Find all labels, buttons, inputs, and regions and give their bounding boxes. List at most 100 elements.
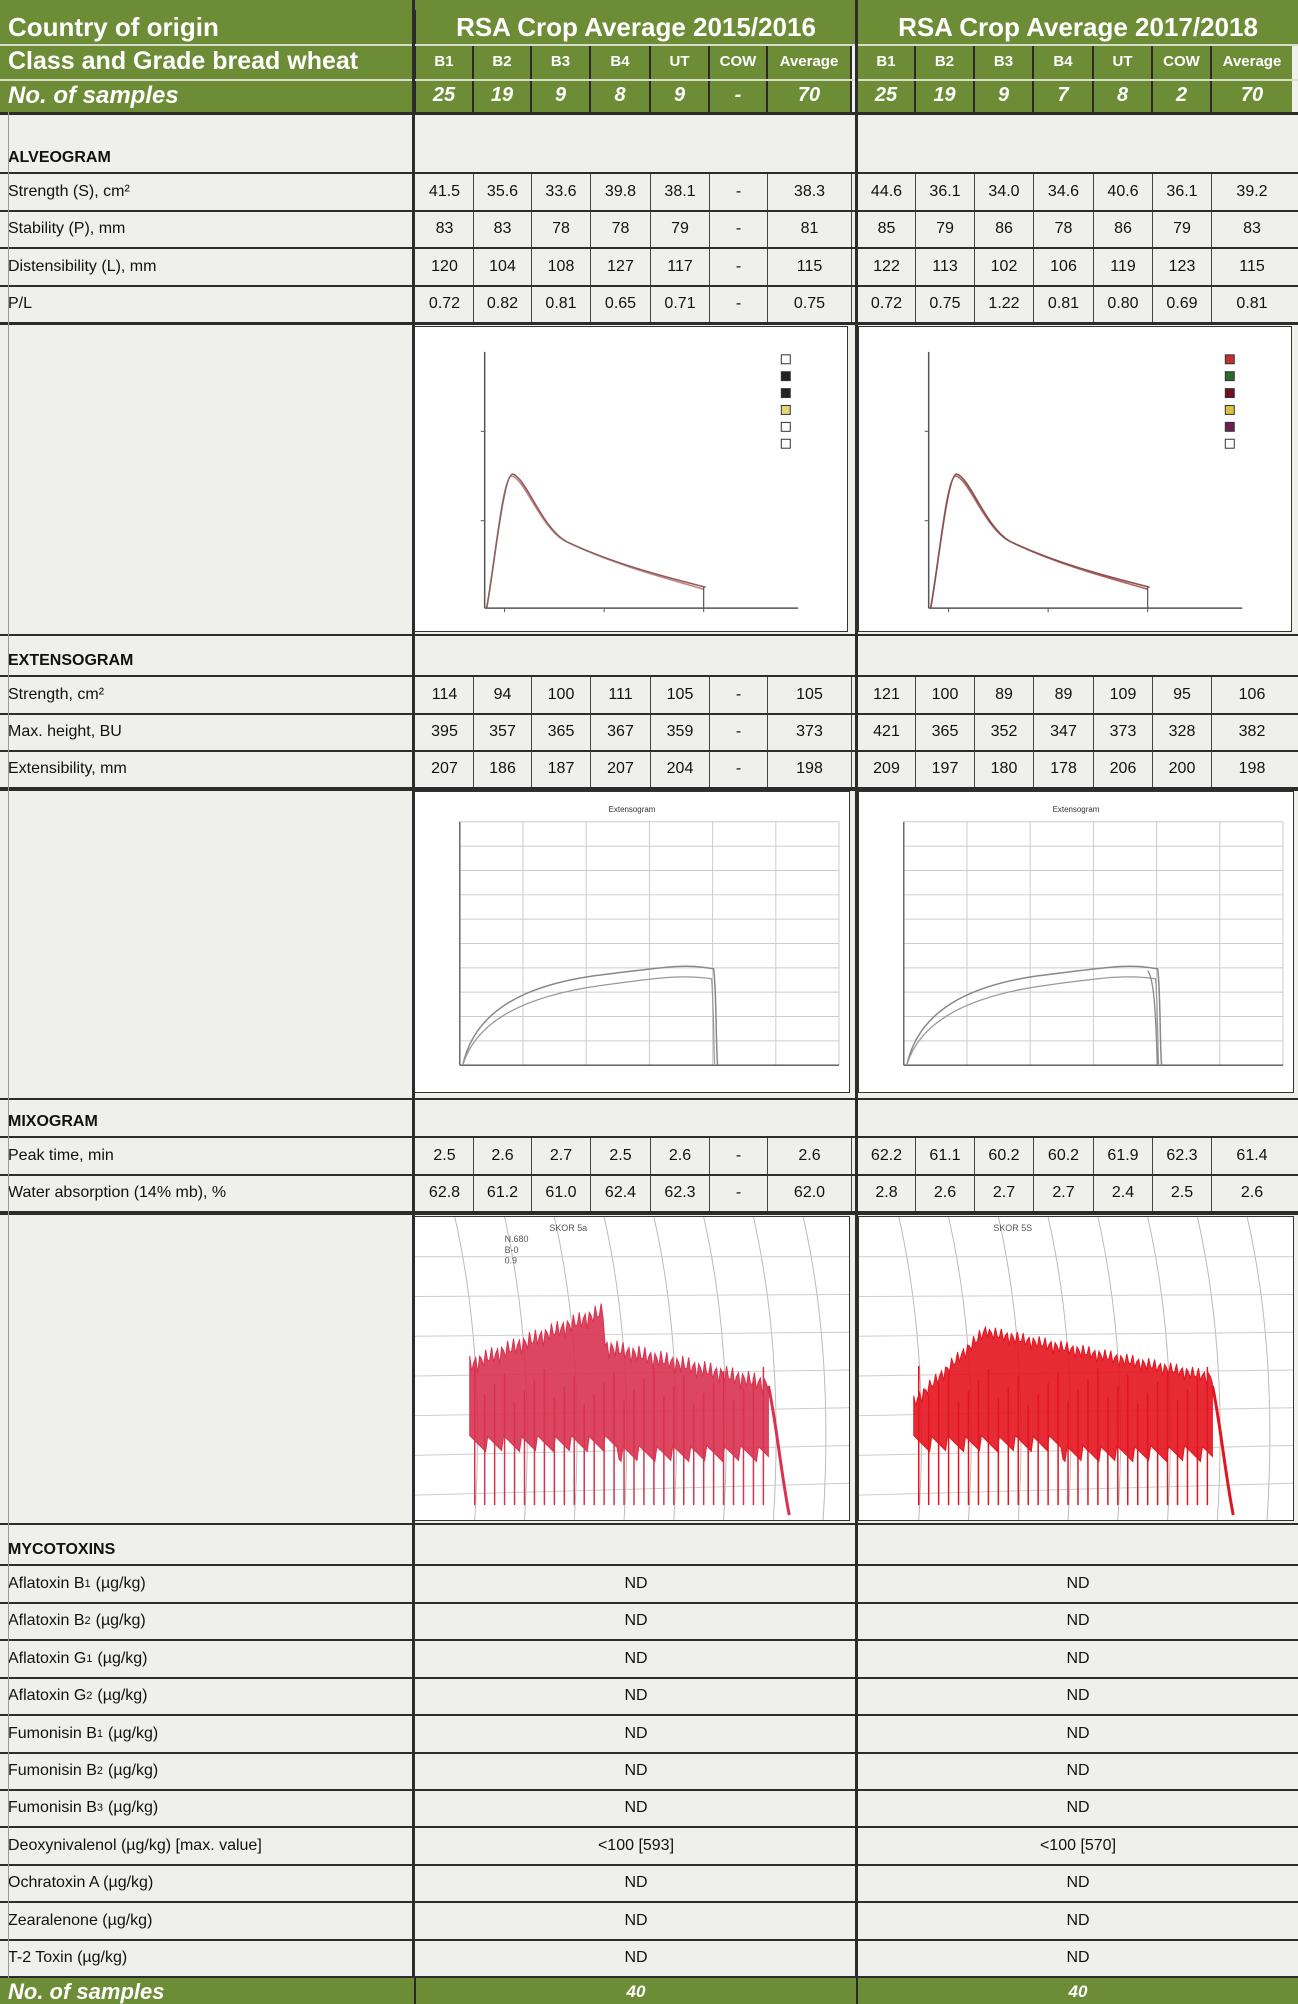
mycotoxin-value-a: ND: [416, 1940, 858, 1976]
alveogram-row-value-a: 38.3: [768, 174, 852, 210]
ext-curve: [462, 965, 719, 1066]
row-rule: [0, 285, 1298, 287]
mixo-grid-line: [415, 1482, 849, 1496]
mycotoxin-value-b: ND: [1066, 1724, 1090, 1742]
mycotoxin-label: Ochratoxin A (µg/kg): [0, 1865, 412, 1901]
alveogram-row-value-a: 33.6: [532, 174, 591, 210]
samples-value: 7: [1034, 79, 1094, 112]
alveogram-row-value-b: 85: [858, 211, 916, 247]
alveogram-row-value-a: 117: [651, 249, 710, 285]
extensogram-row-value-a: 357: [474, 714, 532, 750]
mycotoxin-value-a: ND: [416, 1678, 858, 1715]
row-rule: [0, 1751, 1298, 1754]
label-column-rule: [412, 112, 415, 1978]
alveo-legend-swatch: [1224, 388, 1235, 399]
mixogram-row-value-a: -: [710, 1175, 768, 1211]
alveogram-row-value-a: 0.65: [591, 286, 651, 322]
extensogram-row-value-b: 209: [858, 751, 916, 787]
extensogram-row-value-a: 367: [591, 714, 651, 750]
mycotoxin-value-a: ND: [416, 1902, 858, 1939]
mixo-grid-arc: [1097, 1217, 1122, 1520]
mycotoxin-value-a: ND: [416, 1566, 858, 1602]
mycotoxin-name: Aflatoxin G: [8, 1687, 87, 1705]
mycotoxin-value-b: ND: [1066, 1874, 1090, 1892]
alveogram-row-value-a: 83: [474, 211, 532, 247]
mixo-grid-arc: [703, 1217, 727, 1520]
footer-samples-a: 40: [416, 1978, 858, 2004]
alveogram-row-value-b: 34.6: [1034, 174, 1094, 210]
column-header: B3: [532, 44, 591, 79]
mixo-grid-line: [415, 1331, 849, 1337]
mixogram-row-value-a: 61.2: [474, 1175, 532, 1211]
alveo-legend-swatch: [780, 421, 791, 432]
samples-value: 8: [1094, 79, 1153, 112]
mixogram-row-value-a: 62.0: [768, 1175, 852, 1211]
alveogram-row-value-a: 78: [532, 211, 591, 247]
extensogram-row-value-b: 347: [1034, 714, 1094, 750]
extensogram-row-value-a: 207: [416, 751, 474, 787]
row-rule: [0, 1602, 1298, 1604]
header-divider: [0, 79, 1298, 81]
mycotoxin-name: Zearalenone (µg/kg): [8, 1911, 153, 1929]
mixogram-row-value-a: 2.6: [474, 1138, 532, 1174]
alveogram-row-value-b: 39.2: [1236, 183, 1268, 200]
mixo-grid-arc: [1196, 1217, 1221, 1520]
mixogram-row-value-a: 2.6: [651, 1138, 710, 1174]
extensogram-graph: Extensogram: [414, 791, 850, 1093]
extensogram-row-value-a: 395: [416, 714, 474, 750]
extensogram-row-label: Strength, cm²: [8, 686, 105, 703]
alveogram-row-value-b: 36.1: [916, 174, 975, 210]
row-rule: [0, 1938, 1298, 1941]
mycotoxin-label: Aflatoxin B 2 (µg/kg): [0, 1603, 412, 1639]
extensogram-row-value-b: 95: [1153, 677, 1212, 713]
mixo-grid-arc: [752, 1217, 777, 1520]
mycotoxin-name: Fumonisin B: [8, 1724, 97, 1742]
alveo-curve: [485, 475, 704, 609]
extensogram-row-value-b: 106: [1238, 686, 1266, 703]
ext-curve: [1147, 970, 1159, 1066]
alveogram-row-value-a: 0.75: [768, 286, 852, 322]
mixogram-row-value-b: 2.8: [858, 1175, 916, 1211]
alveo-legend-swatch: [780, 371, 791, 382]
column-header: UT: [651, 44, 710, 79]
class-label: Class and Grade bread wheat: [0, 44, 416, 79]
alveogram-row-value-a: -: [710, 249, 768, 285]
mycotoxin-value-a: ND: [416, 1753, 858, 1789]
row-rule: [0, 1676, 1298, 1679]
alveo-legend-swatch: [780, 354, 791, 365]
alveogram-row-value-b: 0.81: [1236, 295, 1268, 312]
alveogram-graph: [858, 326, 1292, 632]
extensogram-row-value-a: 105: [651, 677, 710, 713]
mycotoxin-subscript: 2: [84, 1615, 91, 1628]
alveogram-row-value-b: 79: [1153, 211, 1212, 247]
extensogram-row-value-b: 89: [975, 677, 1034, 713]
samples-value: -: [710, 79, 768, 112]
extensogram-row-value-a: 111: [591, 677, 651, 713]
mycotoxin-subscript: 3: [96, 1802, 104, 1815]
mixogram-heading: MIXOGRAM: [8, 1113, 98, 1130]
row-rule: [0, 1523, 1298, 1525]
mycotoxin-label: Aflatoxin G 1 (µg/kg): [0, 1641, 412, 1677]
ext-curve: [906, 976, 1160, 1066]
footer-samples-label: No. of samples: [0, 1978, 416, 2004]
column-header: Average: [1212, 44, 1292, 79]
samples-label: No. of samples: [0, 79, 416, 112]
samples-value: 19: [474, 79, 532, 112]
mixo-tail: [766, 1385, 791, 1516]
alveo-curve: [485, 473, 706, 609]
mycotoxin-subscript: 2: [96, 1765, 104, 1777]
mixogram-note: 0.9: [505, 1256, 517, 1266]
extensogram-heading: EXTENSOGRAM: [8, 652, 134, 669]
mycotoxin-label: Zearalenone (µg/kg): [0, 1903, 412, 1939]
alveogram-row-value-b: 36.1: [1153, 174, 1212, 210]
extensogram-row-value-b: 365: [916, 714, 975, 750]
alveogram-row-value-a: 127: [591, 249, 651, 285]
extensogram-row-value-a: 100: [532, 677, 591, 713]
mixogram-row-value-b: 61.9: [1094, 1138, 1153, 1174]
extensogram-row-value-a: 359: [651, 714, 710, 750]
row-rule: [0, 789, 1298, 791]
mixogram-row-value-a: -: [710, 1138, 768, 1174]
column-header: COW: [1153, 44, 1212, 79]
mycotoxins-heading: MYCOTOXINS: [8, 1541, 116, 1558]
mixogram-row-value-b: 2.5: [1153, 1175, 1212, 1211]
